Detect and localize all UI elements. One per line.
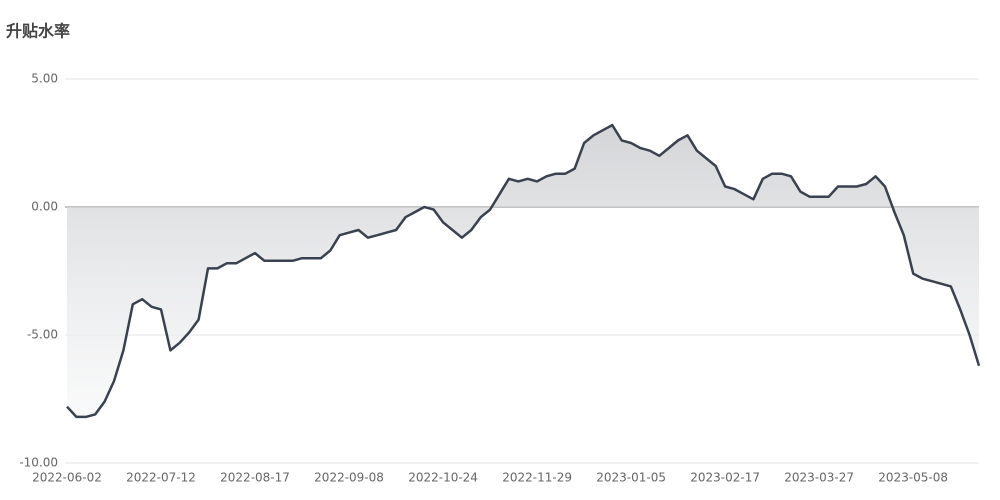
- x-tick-label: 2022-11-29: [502, 471, 572, 485]
- x-tick-label: 2023-05-08: [878, 471, 948, 485]
- y-tick-label: -5.00: [27, 328, 58, 342]
- x-tick-label: 2022-08-17: [220, 471, 290, 485]
- x-tick-label: 2022-07-12: [126, 471, 196, 485]
- x-tick-label: 2023-01-05: [596, 471, 666, 485]
- x-tick-label: 2023-02-17: [690, 471, 760, 485]
- x-tick-label: 2022-06-02: [32, 471, 102, 485]
- x-tick-label: 2023-03-27: [784, 471, 854, 485]
- line: [66, 123, 981, 419]
- x-tick-label: 2022-10-24: [408, 471, 478, 485]
- chart-title: 升贴水率: [6, 22, 70, 41]
- area: [67, 125, 979, 417]
- y-tick-label: 0.00: [31, 200, 58, 214]
- y-tick-label: -10.00: [19, 456, 58, 470]
- y-tick-label: 5.00: [31, 72, 58, 86]
- x-tick-label: 2022-09-08: [314, 471, 384, 485]
